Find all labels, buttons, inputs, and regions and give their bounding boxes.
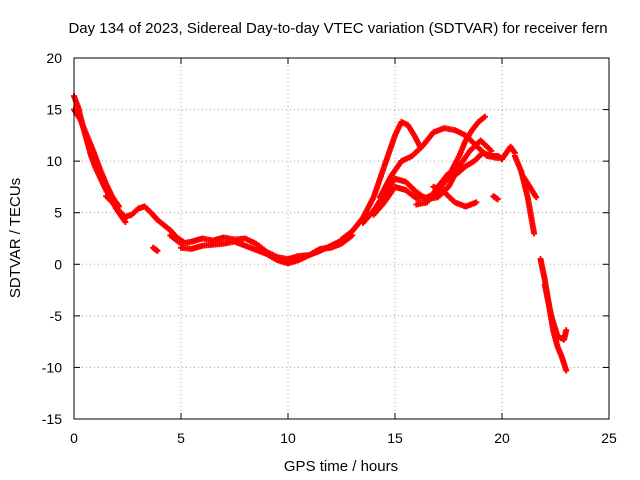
data-point [531, 230, 538, 237]
series-arc-3 [103, 193, 187, 245]
data-point [122, 218, 129, 225]
x-tick-label: 10 [280, 430, 296, 446]
plot-frame [73, 57, 610, 420]
x-tick-label: 0 [70, 430, 78, 446]
y-tick-label: 10 [46, 153, 62, 169]
series-arc-11 [413, 143, 518, 208]
data-point [563, 327, 570, 334]
y-tick-label: -10 [42, 359, 62, 375]
y-tick-label: 0 [54, 256, 62, 272]
series-arc-6 [178, 232, 356, 267]
data-point [494, 196, 501, 203]
data-point [533, 194, 540, 201]
series-arc-10 [377, 125, 501, 201]
y-tick-label: -15 [42, 411, 62, 427]
series-arc-4 [150, 244, 161, 254]
data-points [71, 93, 570, 374]
y-tick-label: -5 [50, 308, 63, 324]
x-tick-label: 15 [387, 430, 403, 446]
series-arc-2 [71, 106, 122, 210]
y-axis-label: SDTVAR / TECUs [7, 178, 24, 298]
y-tick-label: 20 [46, 50, 62, 66]
data-point [154, 247, 161, 254]
data-point [481, 113, 488, 120]
x-axis-label: GPS time / hours [284, 458, 398, 475]
series-arc-12 [430, 183, 480, 210]
x-tick-label: 25 [601, 430, 617, 446]
series-arc-7 [338, 118, 424, 243]
data-point [473, 199, 480, 206]
series-arc-17 [541, 281, 570, 343]
x-tick-label: 5 [177, 430, 185, 446]
y-tick-label: 15 [46, 102, 62, 118]
data-point [488, 147, 495, 154]
axis-ticks: 0 5 10 15 20 25 -15 -10 -5 0 5 10 15 20 [42, 50, 617, 446]
data-point [563, 367, 570, 374]
series-arc-15 [520, 173, 540, 201]
x-tick-label: 20 [494, 430, 510, 446]
y-tick-label: 5 [54, 205, 62, 221]
series-arc-13 [490, 193, 501, 203]
chart-title: Day 134 of 2023, Sidereal Day-to-day VTE… [68, 20, 607, 37]
